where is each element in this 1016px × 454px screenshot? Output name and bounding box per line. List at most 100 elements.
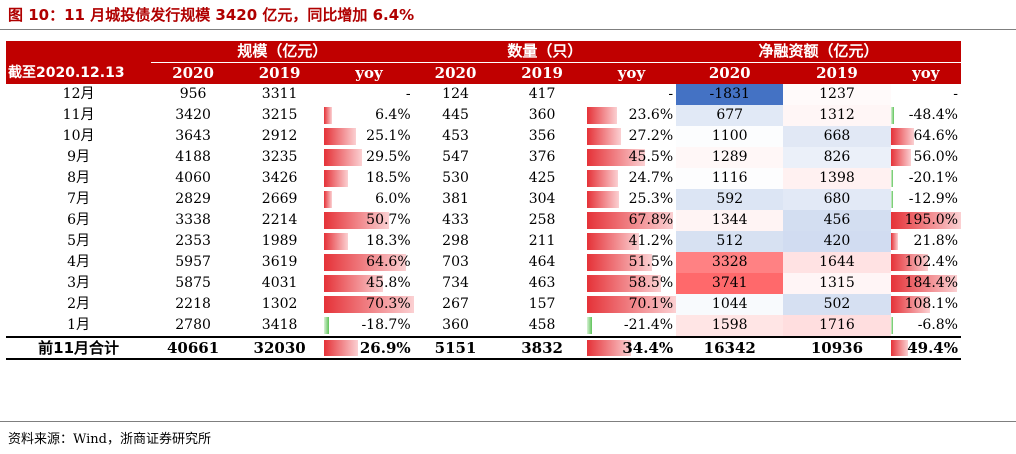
net-2019-cell: 502: [783, 294, 891, 315]
count-yoy-cell: 24.7%: [586, 168, 676, 189]
net-2019-cell: 1644: [783, 252, 891, 273]
scale-yoy-cell: 25.1%: [324, 126, 413, 147]
yoy-data-bar: [586, 296, 677, 313]
net-2019-cell: 680: [783, 189, 891, 210]
net-yoy-cell: 56.0%: [890, 147, 961, 168]
scale-2020-cell: 5957: [175, 254, 211, 270]
yoy-data-bar: [586, 340, 631, 356]
header-count-group: 数量（只）: [413, 41, 677, 63]
scale-2019-cell: 2214: [261, 212, 298, 228]
yoy-data-bar: [890, 340, 909, 356]
net-yoy-cell: -6.8%: [890, 315, 961, 337]
yoy-data-bar: [324, 296, 414, 313]
scale-yoy-cell: -: [324, 84, 413, 105]
yoy-value: -48.4%: [908, 107, 958, 123]
scale-yoy-cell: 29.5%: [324, 147, 413, 168]
total-net-2019: 10936: [783, 336, 891, 360]
total-row: 前11月合计 40661 32030 26.9% 5151 3832 34.4% 16342 1…: [6, 336, 961, 360]
table-body: 12月 956 3311-124 417- -1831 1237-11月 3420 3215 6…: [6, 84, 961, 360]
row-month-label: 10月: [62, 128, 95, 144]
scale-yoy-cell: 6.4%: [324, 105, 413, 126]
scale-yoy-cell: 50.7%: [324, 210, 413, 231]
yoy-data-bar: [890, 149, 911, 166]
count-2020-cell: 298: [442, 233, 469, 249]
row-month-label: 3月: [67, 275, 91, 291]
count-2019-cell: 211: [528, 233, 556, 249]
source-rule: [0, 421, 1016, 422]
title-rule: [0, 29, 1016, 30]
row-month-label: 7月: [67, 191, 91, 207]
net-yoy-cell: 195.0%: [890, 210, 961, 231]
row-month-label: 11月: [62, 107, 95, 123]
yoy-value: 29.5%: [366, 149, 411, 165]
yoy-data-bar: [324, 340, 359, 356]
yoy-value: 49.4%: [907, 339, 958, 357]
scale-yoy-cell: -18.7%: [324, 315, 413, 337]
total-scale-2019: 32030: [234, 336, 325, 360]
count-yoy-cell: 25.3%: [586, 189, 676, 210]
table-row: 5月 2353 1989 18.3% 298 211 41.2% 512 420 21.8%: [6, 231, 961, 252]
count-2019-cell: 304: [528, 191, 556, 207]
scale-2019-cell: 3235: [261, 149, 298, 165]
scale-2020-cell: 4188: [175, 149, 211, 165]
yoy-value: -6.8%: [917, 317, 958, 333]
table-row: 8月 4060 3426 18.5% 530 425 24.7% 1116 1398 -20.1%: [6, 168, 961, 189]
count-yoy-cell: 45.5%: [586, 147, 676, 168]
scale-yoy-cell: 64.6%: [324, 252, 413, 273]
scale-2020-cell: 3643: [175, 128, 211, 144]
total-net-2020: 16342: [676, 336, 784, 360]
yoy-data-bar: [890, 191, 894, 208]
net-2020-cell: 512: [676, 231, 784, 252]
scale-2020-cell: 3420: [175, 107, 211, 123]
yoy-value: 18.5%: [366, 170, 411, 186]
header-scale-2019: 2019: [258, 64, 301, 82]
total-count-2020: 5151: [413, 336, 498, 360]
yoy-data-bar: [890, 128, 914, 145]
yoy-value: 26.9%: [359, 339, 411, 357]
row-month-label: 5月: [67, 233, 91, 249]
yoy-value: 50.7%: [366, 212, 411, 228]
yoy-value: 25.1%: [366, 128, 411, 144]
count-2019-cell: 360: [528, 107, 556, 123]
yoy-data-bar: [324, 149, 362, 166]
yoy-data-bar: [890, 212, 961, 229]
net-2020-cell: -1831: [676, 84, 784, 105]
count-2019-cell: 417: [528, 86, 556, 102]
header-count-yoy: yoy: [617, 64, 646, 82]
scale-2019-cell: 2669: [261, 191, 298, 207]
yoy-data-bar: [586, 275, 662, 292]
net-2019-cell: 1716: [783, 315, 891, 337]
net-yoy-cell: -: [891, 84, 961, 105]
net-yoy-cell: 21.8%: [890, 231, 961, 252]
total-label: 前11月合计: [6, 336, 152, 360]
count-2019-cell: 376: [528, 149, 556, 165]
header-corner: [6, 41, 151, 63]
row-month-label: 2月: [67, 296, 91, 312]
scale-2020-cell: 2780: [175, 317, 211, 333]
net-yoy-cell: -20.1%: [890, 168, 961, 189]
row-month-label: 12月: [62, 86, 95, 102]
scale-2020-cell: 2829: [175, 191, 211, 207]
scale-2019-cell: 3426: [261, 170, 298, 186]
total-count-yoy: 34.4%: [586, 336, 677, 360]
yoy-data-bar: [586, 233, 640, 250]
yoy-data-bar: [324, 191, 332, 208]
net-2019-cell: 1237: [783, 84, 891, 105]
count-2020-cell: 703: [442, 254, 469, 270]
table-row: 6月 3338 2214 50.7% 433 258 67.8% 1344 456 195.0%: [6, 210, 961, 231]
yoy-value: 70.1%: [628, 296, 674, 312]
scale-2020-cell: 5875: [175, 275, 211, 291]
net-2020-cell: 1044: [676, 294, 784, 315]
table-row: 11月 3420 3215 6.4% 445 360 23.6% 677 1312 -48.4%: [6, 105, 961, 126]
header-group-row: 规模（亿元） 数量（只） 净融资额（亿元）: [6, 41, 961, 63]
net-2019-cell: 420: [783, 231, 891, 252]
count-yoy-cell: -21.4%: [586, 315, 676, 337]
yoy-data-bar: [324, 170, 348, 187]
yoy-data-bar: [586, 254, 653, 271]
count-2020-cell: 734: [442, 275, 469, 291]
yoy-value: -18.7%: [361, 317, 411, 333]
header-scale-yoy: yoy: [355, 64, 383, 82]
table-row: 4月 5957 3619 64.6% 703 464 51.5% 3328 1644 102.4%: [6, 252, 961, 273]
yoy-data-bar: [586, 317, 592, 334]
yoy-value: 56.0%: [913, 149, 958, 165]
